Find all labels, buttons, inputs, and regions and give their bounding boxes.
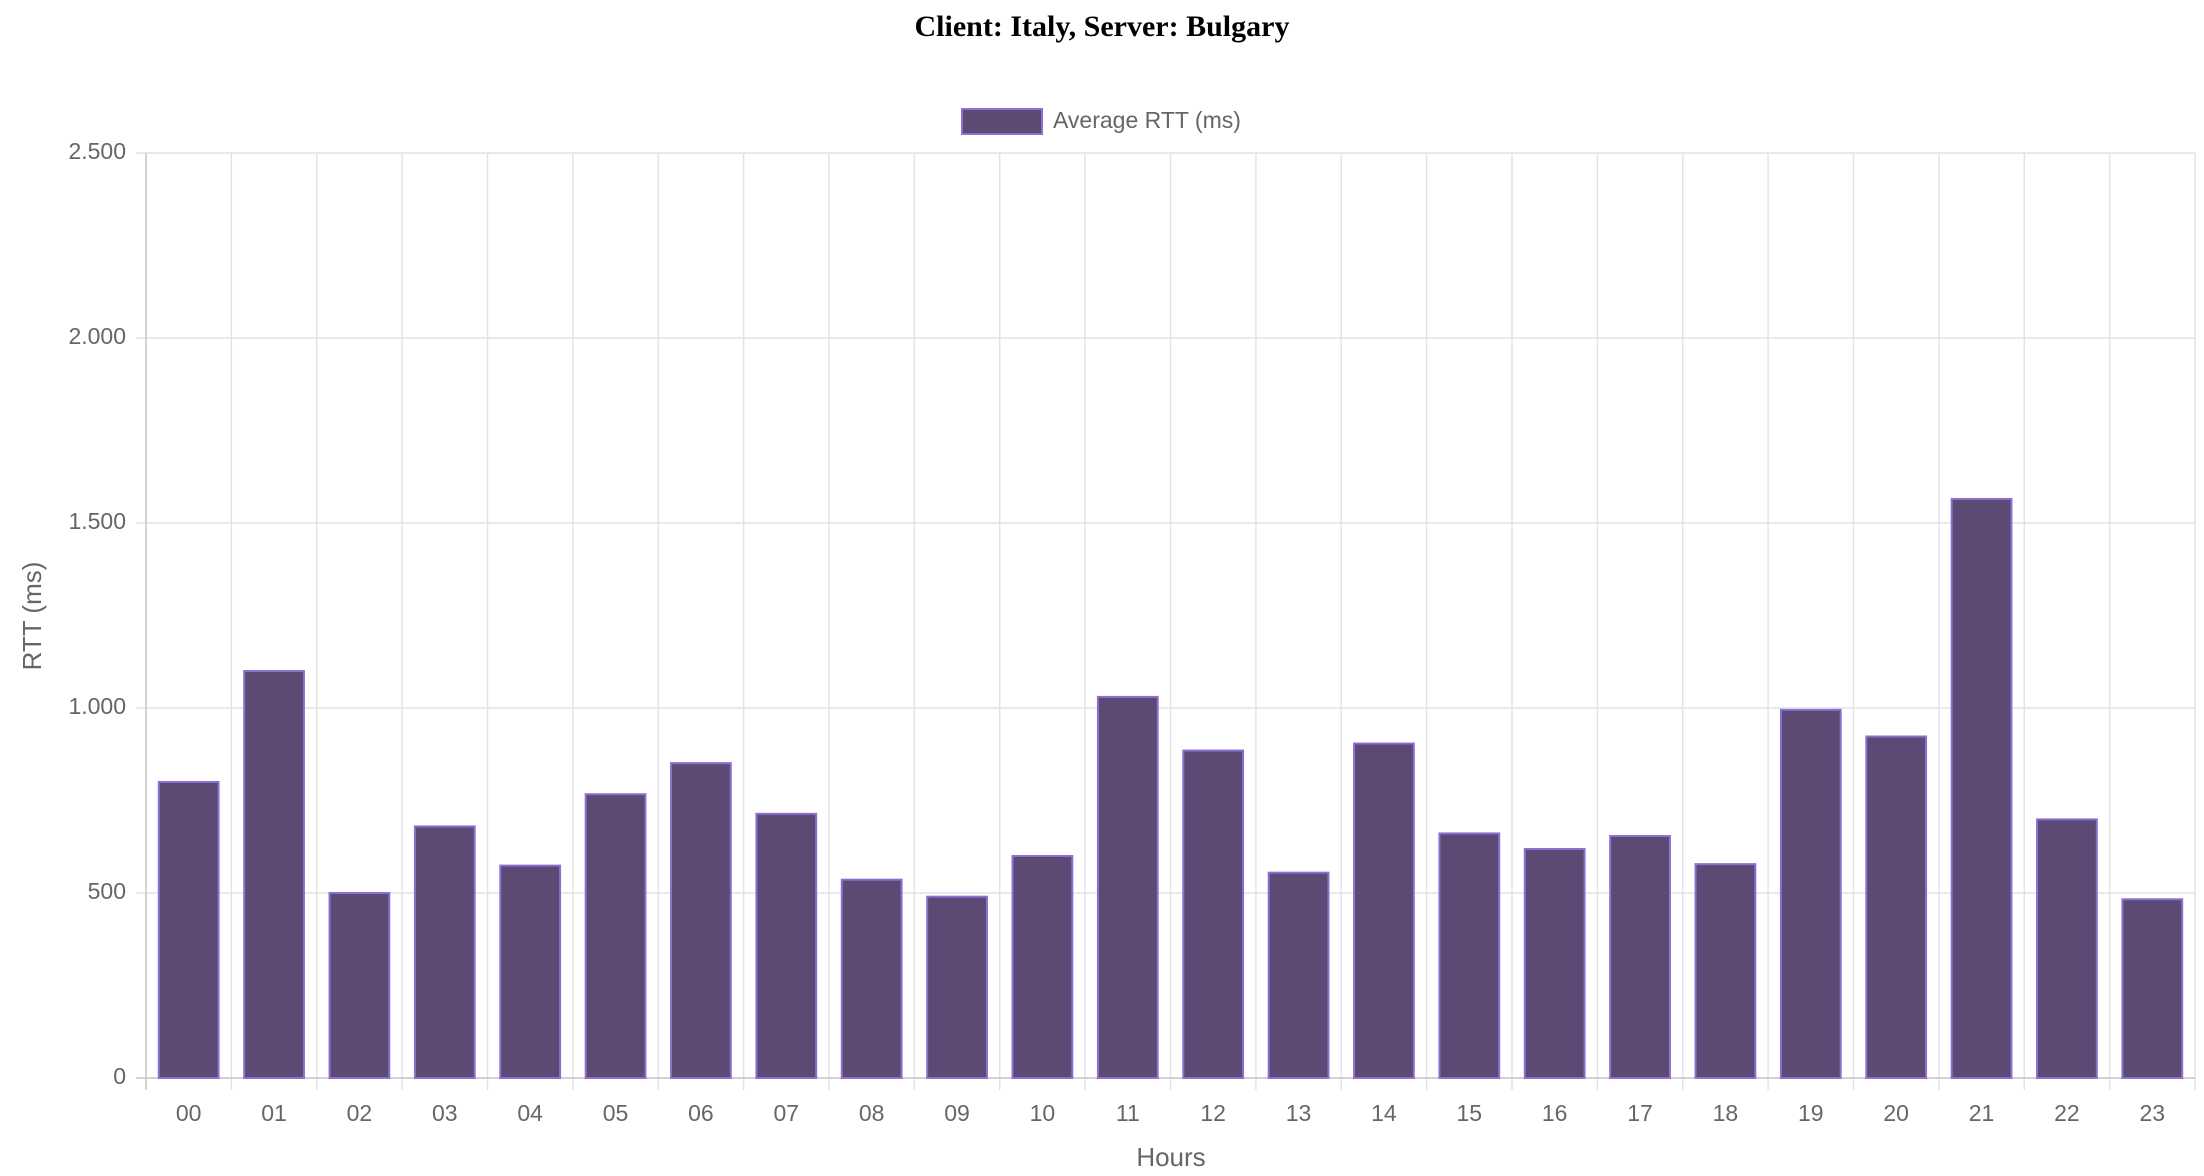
- x-tick-label: 14: [1371, 1100, 1397, 1126]
- bar: [1267, 871, 1330, 1080]
- x-tick-label: 07: [774, 1100, 800, 1126]
- y-tick-label: 0: [113, 1063, 126, 1089]
- bar: [1694, 863, 1757, 1080]
- chart-title: Client: Italy, Server: Bulgary: [915, 10, 1290, 43]
- bar: [243, 670, 305, 1079]
- y-tick-label: 2.000: [68, 323, 126, 349]
- x-tick-label: 20: [1883, 1100, 1909, 1126]
- x-tick-label: 04: [517, 1100, 543, 1126]
- x-tick-label: 03: [432, 1100, 458, 1126]
- x-tick-label: 16: [1542, 1100, 1568, 1126]
- bar: [840, 878, 903, 1079]
- x-tick-label: 18: [1713, 1100, 1739, 1126]
- bar: [1096, 695, 1159, 1080]
- bar: [1609, 835, 1671, 1080]
- x-tick-label: 13: [1286, 1100, 1312, 1126]
- x-tick-label: 01: [261, 1100, 287, 1126]
- bar: [1353, 742, 1415, 1080]
- bar: [1182, 749, 1245, 1079]
- bar: [1011, 855, 1074, 1079]
- x-tick-label: 19: [1798, 1100, 1824, 1126]
- x-tick-label: 05: [603, 1100, 629, 1126]
- bar: [157, 781, 220, 1079]
- y-tick-label: 1.500: [68, 508, 126, 534]
- x-tick-label: 10: [1030, 1100, 1056, 1126]
- bar: [1865, 735, 1928, 1079]
- bar: [499, 864, 562, 1079]
- bar: [2036, 818, 2098, 1079]
- x-tick-label: 09: [944, 1100, 970, 1126]
- x-tick-label: 22: [2054, 1100, 2080, 1126]
- x-tick-label: 06: [688, 1100, 714, 1126]
- x-tick-label: 12: [1200, 1100, 1226, 1126]
- x-tick-label: 23: [2140, 1100, 2166, 1126]
- legend-label: Average RTT (ms): [1053, 107, 1241, 133]
- x-tick-label: 21: [1969, 1100, 1995, 1126]
- bar: [1950, 497, 2013, 1079]
- y-tick-label: 1.000: [68, 693, 126, 719]
- x-tick-label: 15: [1457, 1100, 1483, 1126]
- bar: [584, 793, 647, 1080]
- bar: [413, 825, 476, 1080]
- x-tick-label: 00: [176, 1100, 202, 1126]
- bar: [2121, 898, 2184, 1079]
- bar: [670, 762, 732, 1079]
- bar: [1438, 832, 1501, 1079]
- bar: [755, 812, 818, 1079]
- bar: [328, 892, 391, 1079]
- bar: [1779, 708, 1842, 1079]
- x-tick-label: 02: [347, 1100, 373, 1126]
- x-axis-title: Hours: [1136, 1142, 1205, 1172]
- bar: [1523, 847, 1586, 1079]
- x-tick-label: 11: [1116, 1100, 1140, 1126]
- y-tick-label: 2.500: [68, 138, 126, 164]
- y-tick-label: 500: [88, 878, 126, 904]
- legend-swatch: [961, 108, 1043, 135]
- x-tick-label: 08: [859, 1100, 885, 1126]
- x-tick-label: 17: [1627, 1100, 1653, 1126]
- bar: [926, 895, 988, 1080]
- y-axis-title: RTT (ms): [17, 562, 47, 671]
